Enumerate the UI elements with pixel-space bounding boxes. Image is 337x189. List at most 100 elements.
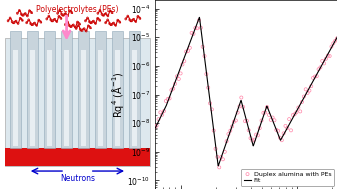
- Bar: [44, 31, 55, 148]
- Bar: [95, 31, 106, 148]
- Duplex alumina with PEs: [257, 127, 263, 130]
- Duplex alumina with PEs: [154, 124, 159, 127]
- Text: Neutrons: Neutrons: [60, 174, 95, 183]
- Duplex alumina with PEs: [171, 87, 176, 90]
- Line: Fit: Fit: [155, 17, 337, 166]
- Duplex alumina with PEs: [299, 100, 305, 103]
- Duplex alumina with PEs: [158, 111, 163, 114]
- Duplex alumina with PEs: [277, 136, 283, 139]
- Duplex alumina with PEs: [312, 75, 317, 78]
- Duplex alumina with PEs: [253, 133, 259, 136]
- Duplex alumina with PEs: [279, 139, 284, 142]
- Duplex alumina with PEs: [174, 75, 180, 78]
- Fit: [197, 16, 202, 19]
- Duplex alumina with PEs: [316, 68, 321, 71]
- Duplex alumina with PEs: [233, 119, 239, 122]
- Duplex alumina with PEs: [213, 147, 218, 150]
- Duplex alumina with PEs: [309, 85, 314, 88]
- Duplex alumina with PEs: [270, 116, 275, 119]
- Duplex alumina with PEs: [290, 114, 296, 117]
- Bar: [98, 50, 103, 146]
- Bar: [13, 50, 18, 146]
- Duplex alumina with PEs: [275, 129, 281, 132]
- Fit: [229, 127, 234, 129]
- Duplex alumina with PEs: [209, 108, 215, 111]
- Duplex alumina with PEs: [161, 109, 167, 112]
- Duplex alumina with PEs: [193, 26, 198, 29]
- Duplex alumina with PEs: [334, 37, 337, 40]
- Duplex alumina with PEs: [321, 62, 327, 65]
- Duplex alumina with PEs: [206, 86, 211, 89]
- Duplex alumina with PEs: [307, 89, 312, 92]
- Duplex alumina with PEs: [263, 111, 268, 114]
- Duplex alumina with PEs: [288, 129, 294, 132]
- Bar: [27, 31, 38, 148]
- Bar: [47, 50, 52, 146]
- Duplex alumina with PEs: [283, 124, 288, 127]
- Duplex alumina with PEs: [180, 63, 185, 66]
- Duplex alumina with PEs: [323, 57, 329, 60]
- Duplex alumina with PEs: [286, 118, 292, 121]
- Legend: Duplex alumina with PEs, Fit: Duplex alumina with PEs, Fit: [241, 169, 334, 186]
- Bar: [61, 31, 72, 148]
- Duplex alumina with PEs: [255, 134, 261, 137]
- Duplex alumina with PEs: [281, 132, 286, 135]
- Fit: [304, 93, 308, 96]
- Duplex alumina with PEs: [301, 95, 307, 98]
- Duplex alumina with PEs: [183, 50, 189, 53]
- Duplex alumina with PEs: [229, 125, 235, 128]
- Duplex alumina with PEs: [231, 120, 237, 123]
- Duplex alumina with PEs: [226, 132, 231, 136]
- Duplex alumina with PEs: [268, 118, 273, 121]
- Duplex alumina with PEs: [178, 72, 183, 75]
- Duplex alumina with PEs: [250, 139, 255, 142]
- Duplex alumina with PEs: [196, 19, 202, 22]
- Duplex alumina with PEs: [202, 55, 207, 58]
- Duplex alumina with PEs: [185, 50, 191, 53]
- Duplex alumina with PEs: [242, 120, 248, 123]
- Duplex alumina with PEs: [182, 60, 187, 63]
- Duplex alumina with PEs: [261, 111, 266, 114]
- Fit: [172, 84, 176, 86]
- Fit: [153, 128, 157, 130]
- Duplex alumina with PEs: [235, 111, 240, 114]
- Duplex alumina with PEs: [222, 150, 227, 153]
- Duplex alumina with PEs: [239, 96, 244, 99]
- Duplex alumina with PEs: [318, 66, 323, 69]
- Bar: [112, 31, 123, 148]
- Duplex alumina with PEs: [294, 111, 299, 114]
- Duplex alumina with PEs: [200, 45, 205, 48]
- Bar: [64, 50, 69, 146]
- Duplex alumina with PEs: [173, 82, 178, 85]
- Fit: [300, 100, 304, 102]
- Duplex alumina with PEs: [333, 39, 337, 42]
- Duplex alumina with PEs: [204, 73, 209, 76]
- Duplex alumina with PEs: [169, 88, 174, 91]
- Duplex alumina with PEs: [217, 166, 222, 169]
- Duplex alumina with PEs: [305, 91, 310, 94]
- Duplex alumina with PEs: [220, 158, 225, 161]
- Duplex alumina with PEs: [224, 140, 229, 143]
- Bar: [10, 31, 21, 148]
- Bar: [132, 50, 137, 146]
- Duplex alumina with PEs: [329, 45, 334, 48]
- Duplex alumina with PEs: [248, 137, 253, 140]
- Duplex alumina with PEs: [251, 138, 257, 141]
- Duplex alumina with PEs: [310, 76, 316, 79]
- Duplex alumina with PEs: [241, 105, 246, 108]
- Duplex alumina with PEs: [244, 119, 249, 122]
- Duplex alumina with PEs: [189, 31, 194, 34]
- Duplex alumina with PEs: [237, 105, 242, 108]
- Fit: [283, 132, 287, 134]
- Duplex alumina with PEs: [215, 155, 220, 158]
- Duplex alumina with PEs: [325, 54, 331, 57]
- Duplex alumina with PEs: [285, 127, 290, 130]
- Duplex alumina with PEs: [194, 27, 200, 30]
- Y-axis label: Rq$^4$ ($\mathregular{\AA}^{-1}$): Rq$^4$ ($\mathregular{\AA}^{-1}$): [110, 71, 126, 118]
- Duplex alumina with PEs: [167, 97, 172, 100]
- Duplex alumina with PEs: [331, 42, 336, 45]
- Bar: [129, 31, 140, 148]
- Bar: [30, 50, 35, 146]
- Bar: [5, 38, 150, 166]
- Duplex alumina with PEs: [187, 46, 192, 49]
